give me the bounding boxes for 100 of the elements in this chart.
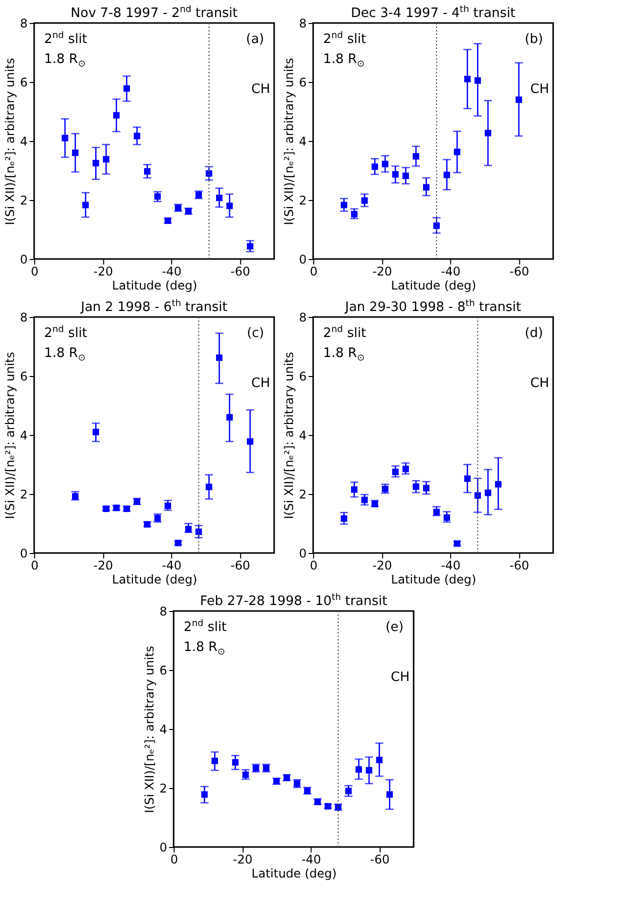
y-tick-label: 4 (298, 134, 307, 148)
y-tick-label: 6 (20, 76, 28, 90)
point (382, 160, 388, 168)
point (212, 758, 218, 764)
point (356, 766, 362, 773)
point (423, 484, 430, 492)
point (340, 202, 348, 208)
point (376, 756, 383, 764)
point (392, 468, 399, 476)
x-axis-title: Latitude (deg) (391, 278, 476, 292)
y-tick-label: 4 (20, 428, 28, 442)
point (123, 85, 130, 92)
point (62, 134, 68, 142)
x-tick-label: 0 (310, 264, 318, 278)
point (226, 414, 233, 421)
point (351, 486, 358, 493)
x-tick-label: 0 (170, 852, 178, 866)
annotation: CH (390, 670, 410, 685)
point (454, 148, 460, 156)
x-tick-label: -40 (440, 264, 461, 278)
y-axis-title: I(Si XII)/[nₑ²]: arbitrary units (142, 646, 156, 814)
y-tick-label: 4 (298, 428, 307, 442)
point (474, 77, 481, 84)
point (246, 243, 254, 250)
point (516, 96, 522, 103)
y-axis-title: I(Si XII)/[nₑ²]: arbitrary units (282, 352, 296, 520)
annotation: CH (251, 376, 270, 391)
annotation: (a) (246, 32, 264, 47)
point (351, 210, 358, 218)
point (423, 184, 430, 191)
y-tick-label: 6 (20, 370, 28, 384)
point (206, 170, 212, 177)
x-tick-label: -20 (93, 558, 113, 572)
y-tick-label: 0 (20, 252, 28, 266)
point (386, 791, 393, 798)
point (201, 791, 208, 798)
point (412, 153, 420, 160)
annotation: (d) (524, 326, 544, 341)
x-tick-label: -60 (510, 264, 530, 278)
x-tick-label: 0 (310, 558, 318, 572)
x-tick-label: -40 (162, 558, 182, 572)
point (361, 197, 368, 204)
point (92, 428, 100, 436)
point (92, 160, 100, 166)
point (164, 502, 172, 510)
point (242, 771, 249, 778)
annotation: CH (530, 82, 550, 97)
point (216, 194, 223, 202)
point (464, 475, 471, 482)
y-tick-label: 0 (20, 546, 28, 560)
point (433, 222, 440, 229)
y-tick-label: 6 (298, 370, 307, 384)
y-tick-label: 8 (298, 310, 307, 324)
point (366, 767, 372, 774)
point (464, 76, 471, 82)
x-axis-title: Latitude (deg) (112, 572, 198, 586)
point (134, 132, 140, 140)
x-axis-title: Latitude (deg) (252, 866, 337, 880)
x-tick-label: -40 (440, 558, 461, 572)
point (484, 490, 492, 496)
x-tick-label: -60 (230, 558, 250, 572)
y-tick-label: 0 (298, 252, 307, 266)
point (402, 172, 409, 180)
point (412, 483, 420, 490)
y-tick-label: 2 (298, 488, 307, 502)
y-tick-label: 6 (159, 664, 168, 678)
y-tick-label: 4 (20, 134, 28, 148)
x-tick-label: -60 (370, 852, 390, 866)
point (185, 526, 192, 532)
point (72, 150, 79, 156)
x-axis-title: Latitude (deg) (391, 572, 476, 586)
y-tick-label: 0 (298, 546, 307, 560)
y-tick-label: 8 (298, 16, 307, 30)
y-tick-label: 2 (298, 194, 307, 208)
x-tick-label: -60 (510, 558, 530, 572)
point (206, 484, 212, 490)
point (216, 354, 223, 361)
point (154, 193, 161, 200)
point (382, 486, 388, 492)
annotation: 1.8 R⊙ (184, 640, 226, 658)
y-tick-label: 8 (159, 604, 168, 618)
point (226, 202, 233, 210)
annotation: CH (251, 82, 270, 97)
point (82, 202, 89, 208)
x-tick-label: -20 (232, 852, 252, 866)
point (102, 156, 110, 163)
point (372, 163, 378, 170)
y-tick-label: 2 (20, 194, 28, 208)
y-tick-label: 4 (159, 722, 168, 736)
x-tick-label: -40 (301, 852, 322, 866)
y-tick-label: 8 (20, 16, 28, 30)
point (144, 168, 151, 175)
annotation: CH (530, 376, 550, 391)
point (246, 438, 254, 445)
point (474, 492, 481, 499)
annotation: (c) (246, 326, 264, 341)
point (345, 788, 352, 794)
y-tick-label: 2 (159, 782, 168, 796)
annotation: 1.8 R⊙ (323, 346, 365, 364)
x-tick-label: -20 (372, 264, 392, 278)
